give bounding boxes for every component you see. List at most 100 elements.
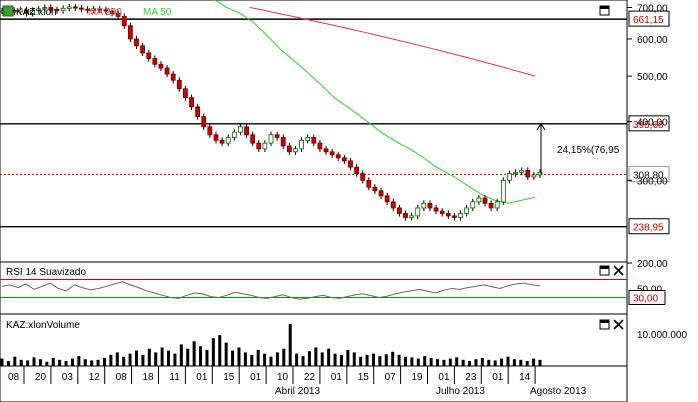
- candle-body: [384, 195, 390, 203]
- x-axis-day-label: 11: [169, 372, 180, 383]
- volume-bar: [109, 354, 113, 366]
- legend-symbol[interactable]: KAZ:xlon: [16, 7, 57, 18]
- candle-body: [85, 8, 90, 11]
- volume-bar: [19, 359, 23, 366]
- candle-body: [525, 169, 531, 178]
- volume-pane-maximize-button[interactable]: [599, 319, 610, 330]
- volume-bar: [416, 358, 420, 366]
- x-axis-month-label: Julho 2013: [436, 386, 485, 397]
- volume-bar: [525, 361, 529, 366]
- candle-body: [415, 207, 421, 217]
- candle-body: [262, 142, 268, 150]
- candle-body: [500, 179, 506, 203]
- candle-body: [348, 160, 353, 168]
- volume-bar: [288, 324, 292, 366]
- volume-bar: [38, 359, 42, 366]
- volume-bar: [263, 353, 267, 366]
- volume-bar: [391, 351, 395, 366]
- volume-bar: [192, 341, 196, 366]
- rsi-pane: [0, 261, 628, 315]
- price-pane-maximize-button[interactable]: [599, 5, 610, 16]
- volume-bar: [64, 361, 68, 366]
- volume-bar: [141, 354, 145, 366]
- volume-pane-close-icon[interactable]: [613, 319, 624, 330]
- volume-bar: [96, 359, 100, 366]
- price-axis-label: 400,00: [637, 118, 668, 129]
- candle-body: [24, 9, 29, 14]
- price-level-tag: 395,68: [633, 120, 664, 131]
- candle-body: [470, 201, 476, 209]
- candle-body: [48, 7, 54, 10]
- rsi-pane-close-icon[interactable]: [613, 265, 624, 276]
- volume-bar: [26, 360, 30, 366]
- volume-bar: [429, 357, 433, 366]
- candle-body: [213, 134, 219, 141]
- candle-body: [103, 9, 109, 12]
- candle-body: [464, 207, 470, 214]
- legend-ma50[interactable]: MA 50: [143, 7, 172, 18]
- price-axis-label: 600,00: [637, 35, 668, 46]
- candle-body: [91, 8, 97, 11]
- volume-bar: [102, 357, 106, 366]
- volume-bar: [83, 359, 87, 366]
- volume-bar: [327, 348, 331, 366]
- candle-body: [17, 9, 23, 13]
- candle-body: [482, 197, 488, 204]
- volume-bar: [301, 356, 305, 366]
- x-axis-day-label: 12: [89, 372, 101, 383]
- candle-body: [335, 154, 341, 159]
- rsi-label: RSI 14 Suavizado: [6, 267, 86, 278]
- candle-body: [60, 7, 66, 12]
- x-axis-day-label: 01: [438, 372, 450, 383]
- rsi-pane-maximize-button[interactable]: [599, 265, 610, 276]
- candle-body: [329, 151, 335, 156]
- volume-bar: [147, 348, 151, 366]
- candle-body: [311, 137, 317, 144]
- volume-bar: [275, 352, 279, 366]
- candle-body: [158, 63, 164, 69]
- candle-body: [494, 201, 500, 209]
- x-axis-day-label: 23: [465, 372, 477, 383]
- candle-body: [513, 171, 518, 175]
- candle-body: [30, 10, 35, 14]
- candle-body: [219, 139, 225, 144]
- candle-body: [79, 7, 84, 10]
- candle-body: [238, 126, 243, 133]
- volume-bar: [448, 358, 452, 366]
- candle-body: [66, 6, 72, 9]
- volume-bar: [199, 346, 203, 366]
- candle-body: [201, 116, 207, 128]
- volume-bar: [378, 356, 382, 366]
- price-level-tag: 238,95: [633, 223, 664, 234]
- candle-body: [323, 148, 329, 153]
- volume-bar: [512, 359, 516, 366]
- candle-body: [115, 12, 121, 17]
- volume-bar: [231, 350, 235, 366]
- legend-ma200[interactable]: MA 200: [88, 7, 122, 18]
- volume-bar: [186, 348, 190, 366]
- candle-body: [433, 207, 439, 212]
- price-axis-label: 500,00: [637, 72, 668, 83]
- volume-bar: [211, 338, 215, 366]
- price-level-tag-box: [628, 10, 670, 27]
- volume-bar: [519, 359, 523, 366]
- volume-bar: [339, 354, 343, 366]
- candle-body: [427, 202, 433, 209]
- volume-bar: [474, 359, 478, 366]
- volume-bar: [397, 354, 401, 366]
- candle-body: [507, 173, 512, 181]
- volume-bar: [224, 342, 228, 366]
- candle-body: [390, 201, 396, 209]
- volume-pane: [0, 313, 628, 367]
- legend-symbol-box[interactable]: [2, 5, 14, 17]
- candle-body: [164, 67, 170, 75]
- candle-body: [360, 173, 366, 181]
- x-axis-day-label: 01: [331, 372, 343, 383]
- candle-body: [421, 202, 427, 209]
- volume-bar: [461, 359, 465, 366]
- volume-bar: [423, 356, 427, 366]
- volume-bar: [538, 359, 542, 366]
- candle-body: [366, 179, 372, 188]
- volume-bar: [487, 359, 491, 366]
- x-axis-day-label: 19: [412, 372, 424, 383]
